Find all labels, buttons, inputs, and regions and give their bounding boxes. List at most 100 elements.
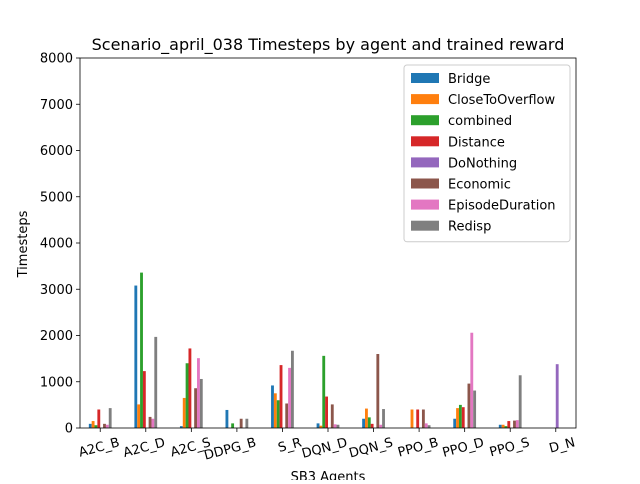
chart-title: Scenario_april_038 Timesteps by agent an… (92, 35, 565, 55)
legend-label: CloseToOverflow (448, 93, 556, 108)
legend-swatch (411, 220, 439, 231)
bar (271, 385, 274, 428)
bar (504, 426, 508, 428)
bar (379, 424, 383, 428)
bar (188, 348, 192, 428)
bar (376, 354, 380, 428)
bar (501, 424, 505, 428)
bar (288, 367, 291, 429)
bar (325, 396, 328, 428)
y-tick-label: 7000 (40, 98, 73, 113)
bar (151, 418, 155, 428)
bar (142, 371, 146, 428)
bar (336, 424, 340, 428)
bar (239, 418, 243, 428)
bar (185, 363, 189, 428)
bar (513, 420, 516, 428)
bar (279, 365, 283, 428)
bar (199, 378, 203, 428)
y-axis-label: Timesteps (16, 210, 31, 278)
bar (154, 336, 158, 428)
bar (88, 423, 92, 428)
legend-swatch (411, 136, 439, 147)
bar (518, 375, 522, 428)
legend-swatch (411, 94, 439, 105)
y-tick-label: 4000 (40, 237, 73, 252)
bar (231, 423, 235, 429)
bar (456, 408, 459, 428)
x-tick-label: D_N (548, 435, 577, 456)
axes-frame (79, 57, 577, 429)
bar (148, 416, 152, 428)
bar (285, 403, 289, 428)
legend-label: Redisp (448, 220, 491, 235)
legend: Bridge CloseToOverflow combined Distance DoN… (403, 64, 571, 243)
y-tick-label: 0 (65, 422, 73, 437)
bar (322, 355, 326, 428)
bar (333, 424, 337, 428)
legend-label: Economic (448, 178, 511, 193)
bar (182, 397, 186, 428)
bar (134, 285, 138, 428)
legend-swatch (411, 157, 439, 168)
bar (179, 426, 183, 428)
bar (473, 390, 477, 428)
bar (97, 409, 101, 428)
bar (416, 409, 420, 428)
bar (91, 421, 95, 428)
bar (197, 358, 200, 428)
legend-swatch (411, 199, 439, 210)
bar (461, 407, 465, 428)
bar (470, 332, 474, 428)
bar (555, 364, 559, 428)
bar (427, 425, 431, 428)
bar (108, 408, 112, 428)
bar (382, 409, 385, 428)
x-tick-label: S_R (277, 435, 304, 456)
bar (105, 424, 109, 428)
y-tick-label: 8000 (40, 52, 73, 67)
y-tick-label: 3000 (40, 283, 73, 298)
bar (290, 350, 294, 428)
bar (453, 418, 457, 428)
y-tick-label: 6000 (40, 144, 73, 159)
bar (140, 272, 143, 428)
bar (103, 423, 106, 428)
legend-label: Bridge (448, 72, 490, 87)
bar (362, 418, 366, 428)
bar (225, 409, 229, 428)
bar (370, 423, 374, 428)
y-tick-label: 5000 (40, 190, 73, 205)
bar (194, 388, 198, 428)
bar (137, 404, 141, 428)
bar (319, 425, 323, 428)
bar (458, 404, 462, 429)
legend-box (403, 64, 571, 243)
bar (245, 418, 249, 428)
legend-label: EpisodeDuration (448, 199, 556, 214)
bar (367, 417, 371, 428)
bar (276, 400, 280, 428)
bar (498, 424, 502, 428)
y-tick-label: 1000 (40, 375, 73, 390)
bar (410, 409, 414, 428)
bar (365, 408, 368, 428)
bar (421, 409, 425, 428)
bar (316, 423, 320, 429)
legend-swatch (411, 115, 439, 126)
bar (273, 393, 277, 428)
bar (424, 423, 428, 429)
bar (467, 383, 471, 428)
bar (507, 421, 511, 428)
bar (330, 404, 334, 428)
legend-swatch (411, 73, 439, 83)
x-axis-label: SB3 Agents (291, 470, 366, 480)
legend-label: combined (448, 114, 512, 129)
legend-label: DoNothing (448, 156, 517, 171)
y-tick-label: 2000 (40, 329, 73, 344)
bar (94, 425, 98, 428)
bar (515, 420, 519, 428)
legend-label: Distance (448, 135, 505, 150)
